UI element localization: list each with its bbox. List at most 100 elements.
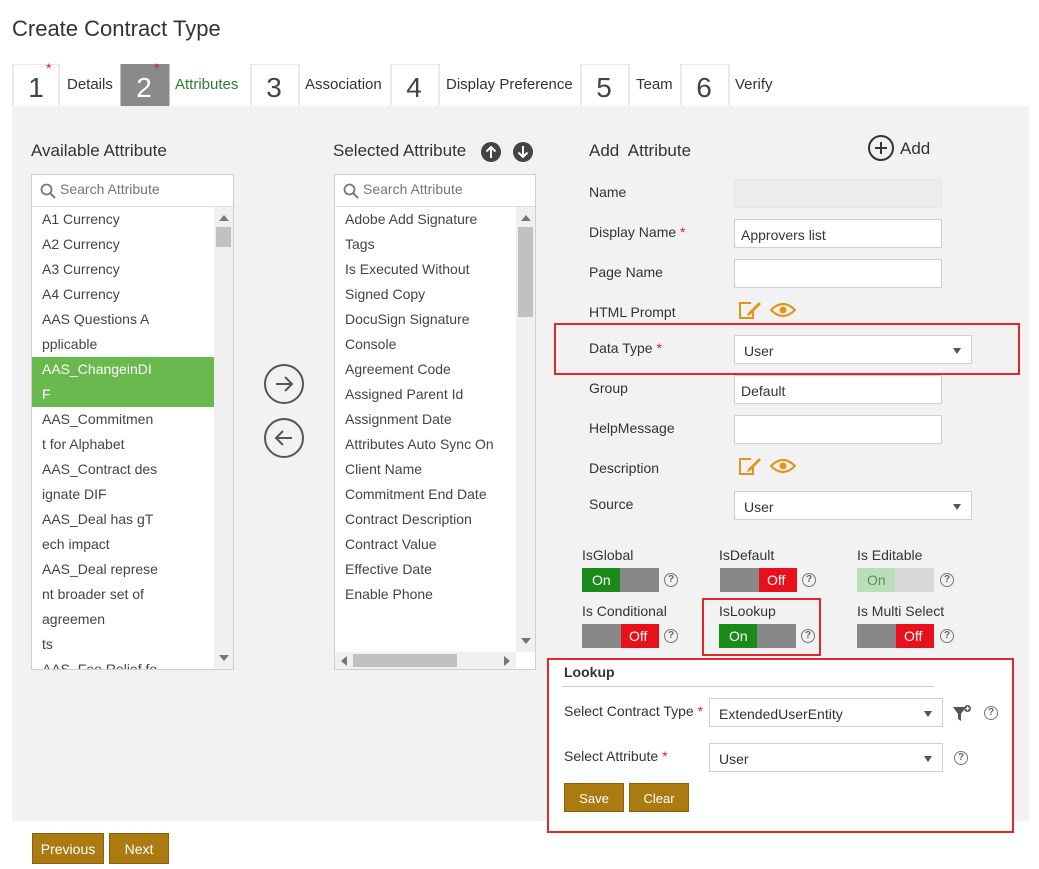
list-item-text: A1 Currency [42,211,120,227]
highlight-data-type [554,323,1020,375]
is-multi-select-toggle[interactable]: Off [857,624,934,648]
group-label: Group [589,380,628,396]
required-star: * [662,748,668,764]
is-global-toggle[interactable]: On [582,568,659,592]
preview-eye-icon[interactable] [769,458,797,479]
list-item[interactable]: Enable Phone [335,582,516,607]
available-scrollbar[interactable] [214,207,233,669]
contract-type-select[interactable]: ExtendedUserEntity [709,698,943,727]
toggle-off-label: Off [896,624,934,648]
source-select[interactable]: User [734,491,972,520]
is-lookup-toggle[interactable]: On [719,624,796,648]
help-icon[interactable]: ? [940,573,954,587]
data-type-select[interactable]: User [734,335,972,364]
scroll-left-icon[interactable] [341,656,347,666]
scroll-down-icon[interactable] [219,655,229,661]
select-value: User [744,499,774,515]
available-search-input[interactable] [60,181,220,197]
list-item[interactable]: Adobe Add Signature Tags [335,207,516,257]
group-field[interactable]: Default [734,375,942,404]
is-conditional-toggle[interactable]: Off [582,624,659,648]
list-item[interactable]: AAS_Deal represe nt broader set of agreem… [32,557,214,657]
list-item[interactable]: Contract Description [335,507,516,532]
scroll-down-icon[interactable] [521,638,531,644]
list-item[interactable]: Commitment End Date [335,482,516,507]
list-item[interactable]: Agreement Code [335,357,516,382]
selected-search-input[interactable] [363,181,523,197]
step-label: Attributes [175,76,239,93]
list-item[interactable]: AAS Questions A pplicable [32,307,214,357]
label-text: Select Attribute [564,748,659,764]
scroll-up-icon[interactable] [219,215,229,221]
list-item[interactable]: A3 Currency [32,257,214,282]
step-label: Association [305,76,382,93]
scroll-up-icon[interactable] [521,215,531,221]
help-icon[interactable]: ? [664,629,678,643]
required-star: * [697,703,704,719]
scroll-thumb[interactable] [216,227,231,247]
list-item[interactable]: Assigned Parent Id [335,382,516,407]
edit-icon[interactable] [738,456,762,481]
help-icon[interactable]: ? [940,629,954,643]
next-button[interactable]: Next [109,833,169,864]
save-button[interactable]: Save [564,783,624,812]
selected-hscrollbar[interactable] [335,652,516,669]
display-name-field[interactable]: Approvers list [734,219,942,248]
list-item-text: Enable Phone [345,586,433,602]
scroll-right-icon[interactable] [504,656,510,666]
attribute-select[interactable]: User [709,743,943,772]
list-item[interactable]: A4 Currency [32,282,214,307]
list-item[interactable]: AAS_Commitmen t for Alphabet [32,407,214,457]
filter-add-icon[interactable] [952,704,972,729]
list-item-text: ignate DIF [42,486,107,502]
help-icon[interactable]: ? [664,573,678,587]
select-attribute-label: Select Attribute * [564,748,668,764]
list-item[interactable]: DocuSign Signature Console [335,307,516,357]
selected-scrollbar[interactable] [516,207,535,652]
list-item[interactable]: AAS_ChangeinDI F [32,357,214,407]
scroll-thumb[interactable] [518,227,533,317]
move-left-button[interactable] [264,418,304,458]
help-icon[interactable]: ? [802,573,816,587]
move-up-button[interactable] [481,142,501,162]
list-item[interactable]: Client Name [335,457,516,482]
list-item[interactable]: A1 Currency [32,207,214,232]
list-item-text: pplicable [42,336,98,352]
edit-icon[interactable] [738,300,762,325]
clear-button[interactable]: Clear [629,783,689,812]
is-default-toggle[interactable]: Off [720,568,797,592]
wizard-steps: 1 * Details 2 * Attributes 3 Association… [12,60,1029,126]
toggle-on-label: On [719,624,757,648]
available-attribute-list: A1 Currency A2 Currency A3 Currency A4 Curr… [31,174,234,670]
preview-eye-icon[interactable] [769,302,797,323]
source-label: Source [589,496,634,512]
list-item[interactable]: Contract Value [335,532,516,557]
list-item[interactable]: AAS_Fee Relief fo [32,657,214,669]
help-icon[interactable]: ? [801,629,815,643]
list-item-text: Console [345,336,397,352]
scroll-thumb[interactable] [353,654,457,667]
toggle-off-label: Off [621,624,659,648]
list-item[interactable]: Is Executed Without Signed Copy [335,257,516,307]
required-star: * [680,224,686,240]
highlight-is-lookup [702,598,821,656]
previous-button[interactable]: Previous [32,833,104,864]
help-icon[interactable]: ? [954,751,968,765]
list-item[interactable]: Assignment Date [335,407,516,432]
move-down-button[interactable] [513,142,533,162]
list-item-text: AAS_Fee Relief fo [42,661,158,669]
list-item[interactable]: Attributes Auto Sync On [335,432,516,457]
page-name-field[interactable] [734,259,942,288]
list-item-text: Is Executed Without [345,261,470,277]
move-right-button[interactable] [264,364,304,404]
selected-items: Adobe Add Signature Tags Is Executed Witho… [335,207,516,652]
help-icon[interactable]: ? [984,706,998,720]
is-lookup-label: IsLookup [719,603,776,619]
list-item[interactable]: A2 Currency [32,232,214,257]
list-item-text: Signed Copy [345,286,426,302]
list-item[interactable]: AAS_Deal has gT ech impact [32,507,214,557]
selected-attribute-title: Selected Attribute [333,141,467,160]
help-message-field[interactable] [734,415,942,444]
list-item[interactable]: Effective Date [335,557,516,582]
list-item[interactable]: AAS_Contract des ignate DIF [32,457,214,507]
